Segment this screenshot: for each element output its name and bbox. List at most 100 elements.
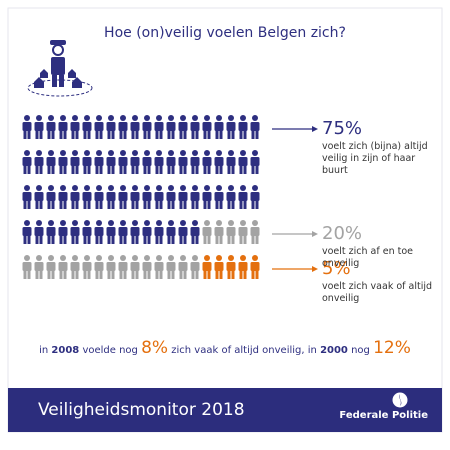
head xyxy=(48,255,54,261)
person-icon xyxy=(70,185,80,209)
leg xyxy=(159,165,163,174)
leg xyxy=(59,165,63,174)
leg xyxy=(71,235,75,244)
leg xyxy=(111,200,115,209)
head xyxy=(48,185,54,191)
person-icon xyxy=(22,220,32,244)
leg xyxy=(215,200,219,209)
torso xyxy=(94,157,104,166)
leg xyxy=(167,165,171,174)
head xyxy=(144,115,150,121)
leg xyxy=(135,165,139,174)
leg xyxy=(239,270,243,279)
torso xyxy=(58,192,68,201)
person-icon xyxy=(130,150,140,174)
person-icon xyxy=(226,185,236,209)
head xyxy=(192,185,198,191)
head xyxy=(240,185,246,191)
torso xyxy=(34,262,44,271)
person-icon xyxy=(70,255,80,279)
person-icon xyxy=(154,150,164,174)
leg xyxy=(159,130,163,139)
head xyxy=(72,220,78,226)
head xyxy=(216,255,222,261)
torso xyxy=(142,192,152,201)
annotation-text: in xyxy=(39,345,49,356)
torso xyxy=(166,262,176,271)
person-icon xyxy=(70,115,80,139)
person-icon xyxy=(226,115,236,139)
person-icon xyxy=(202,255,212,279)
leg xyxy=(227,165,231,174)
head xyxy=(216,220,222,226)
series-figures xyxy=(22,220,260,279)
head xyxy=(252,255,258,261)
head xyxy=(84,150,90,156)
leg xyxy=(143,270,147,279)
person-icon xyxy=(106,185,116,209)
leg xyxy=(39,165,43,174)
leg xyxy=(27,235,31,244)
torso xyxy=(214,157,224,166)
person-icon xyxy=(166,115,176,139)
person-icon xyxy=(238,150,248,174)
leg xyxy=(47,235,51,244)
person-icon xyxy=(58,150,68,174)
leg xyxy=(195,235,199,244)
head xyxy=(216,150,222,156)
leg xyxy=(215,165,219,174)
torso xyxy=(34,227,44,236)
torso xyxy=(178,157,188,166)
leg xyxy=(239,165,243,174)
person-icon xyxy=(214,150,224,174)
leg xyxy=(159,270,163,279)
leg xyxy=(51,130,55,139)
torso xyxy=(34,157,44,166)
head xyxy=(168,255,174,261)
head xyxy=(108,185,114,191)
leg xyxy=(47,130,51,139)
head xyxy=(24,255,30,261)
leg xyxy=(171,235,175,244)
person-icon xyxy=(106,150,116,174)
person-icon xyxy=(46,255,56,279)
leg xyxy=(47,165,51,174)
head xyxy=(96,255,102,261)
torso xyxy=(130,192,140,201)
leg xyxy=(131,130,135,139)
person-icon xyxy=(202,220,212,244)
series-description: voelt zich vaak of altijd onveilig xyxy=(322,281,433,304)
leg xyxy=(255,165,259,174)
annotation-value: 8% xyxy=(141,338,169,358)
leg xyxy=(227,200,231,209)
head xyxy=(204,255,210,261)
brand: Federale Politie xyxy=(339,410,428,421)
torso xyxy=(106,192,116,201)
leg xyxy=(179,200,183,209)
leg xyxy=(59,200,63,209)
leg xyxy=(71,130,75,139)
head xyxy=(36,255,42,261)
person-icon xyxy=(202,185,212,209)
person-icon xyxy=(214,185,224,209)
leg xyxy=(219,200,223,209)
head xyxy=(132,255,138,261)
head xyxy=(228,185,234,191)
head xyxy=(240,220,246,226)
torso xyxy=(106,262,116,271)
torso xyxy=(22,227,32,236)
torso xyxy=(118,192,128,201)
person-icon xyxy=(22,150,32,174)
leg xyxy=(35,130,39,139)
head xyxy=(36,115,42,121)
leg xyxy=(71,270,75,279)
torso xyxy=(70,157,80,166)
leg xyxy=(171,270,175,279)
leg xyxy=(35,165,39,174)
person-icon xyxy=(142,115,152,139)
head xyxy=(48,150,54,156)
leg xyxy=(83,235,87,244)
torso xyxy=(46,192,56,201)
head xyxy=(48,115,54,121)
head xyxy=(168,115,174,121)
